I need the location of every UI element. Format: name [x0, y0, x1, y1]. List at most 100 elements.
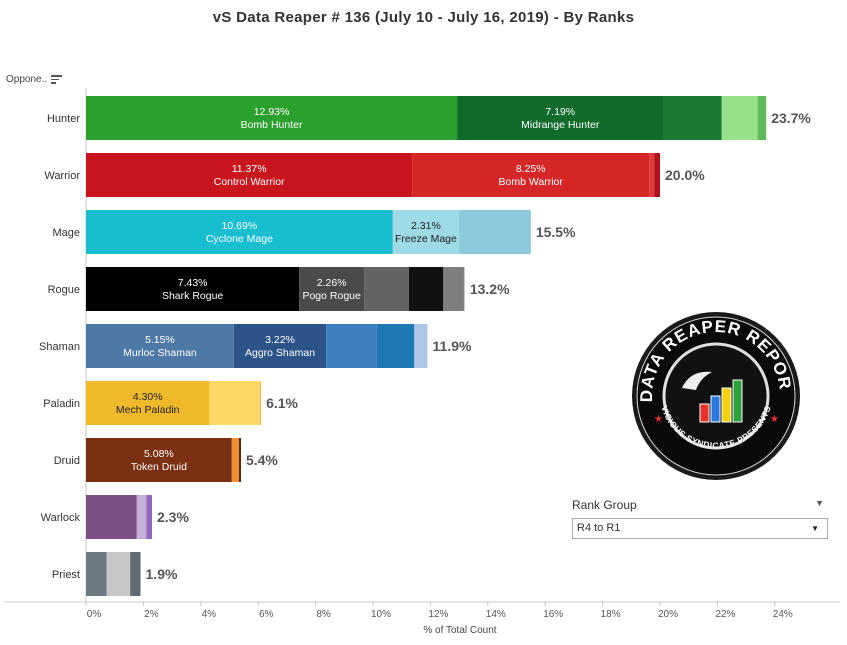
data-reaper-report-logo: DATA REAPER REPORT VICIOUS SYNDICATE PRE… — [630, 310, 800, 480]
segment-archetype-label: Murloc Shaman — [123, 347, 197, 359]
bar-segment-paladin-1[interactable] — [209, 381, 260, 425]
segment-percent-label: 7.19% — [545, 106, 575, 118]
x-tick-label: 6% — [259, 609, 274, 620]
rank-group-label: Rank Group — [572, 498, 637, 512]
bar-segment-mage-freeze-mage[interactable] — [392, 210, 460, 254]
segment-percent-label: 5.15% — [145, 334, 175, 346]
filter-menu-icon[interactable]: ▼ — [815, 498, 824, 508]
bar-segment-paladin-mech-paladin[interactable] — [86, 381, 210, 425]
row-label-paladin: Paladin — [43, 398, 80, 410]
x-tick-label: 4% — [202, 609, 217, 620]
x-axis-label: % of Total Count — [423, 625, 496, 636]
bar-segment-warrior-2[interactable] — [649, 153, 655, 197]
bar-segment-hunter-3[interactable] — [721, 96, 758, 140]
bar-segment-warlock-0[interactable] — [86, 495, 137, 539]
opponent-header-label: Oppone.. — [6, 74, 48, 85]
segment-percent-label: 2.31% — [411, 220, 441, 232]
segment-archetype-label: Bomb Warrior — [499, 176, 564, 188]
segment-percent-label: 12.93% — [254, 106, 290, 118]
x-tick-label: 18% — [601, 609, 621, 620]
segment-percent-label: 8.25% — [516, 163, 546, 175]
bar-segment-hunter-4[interactable] — [757, 96, 767, 140]
row-label-priest: Priest — [52, 569, 80, 581]
segment-percent-label: 3.22% — [265, 334, 295, 346]
bar-segment-priest-0[interactable] — [86, 552, 107, 596]
rank-group-selected: R4 to R1 — [577, 522, 621, 534]
bar-segment-mage-2[interactable] — [459, 210, 531, 254]
bar-segment-shaman-murloc-shaman[interactable] — [86, 324, 234, 368]
bar-segment-warlock-1[interactable] — [136, 495, 147, 539]
star-icon: ★ — [770, 414, 779, 425]
total-label-warlock: 2.3% — [157, 509, 189, 525]
bar-segment-druid-1[interactable] — [231, 438, 239, 482]
segment-archetype-label: Control Warrior — [214, 176, 285, 188]
bar-segment-shaman-4[interactable] — [414, 324, 428, 368]
segment-archetype-label: Bomb Hunter — [241, 119, 303, 131]
x-tick-label: 12% — [428, 609, 448, 620]
segment-percent-label: 11.37% — [232, 163, 267, 175]
chevron-down-icon[interactable]: ▼ — [811, 524, 819, 533]
star-icon: ★ — [654, 414, 663, 425]
scythe-icon — [682, 371, 712, 390]
x-tick-label: 14% — [486, 609, 506, 620]
bar-segment-warrior-bomb-warrior[interactable] — [412, 153, 650, 197]
row-label-shaman: Shaman — [39, 341, 80, 353]
x-tick-label: 20% — [658, 609, 678, 620]
logo-bar — [699, 403, 710, 423]
bar-segment-hunter-2[interactable] — [663, 96, 722, 140]
segment-percent-label: 2.26% — [317, 277, 347, 289]
bar-segment-shaman-2[interactable] — [326, 324, 377, 368]
segment-archetype-label: Token Druid — [131, 461, 187, 473]
segment-archetype-label: Pogo Rogue — [302, 290, 361, 302]
x-tick-label: 22% — [715, 609, 735, 620]
x-tick-label: 8% — [316, 609, 331, 620]
logo-bar — [721, 387, 732, 423]
bar-segment-priest-2[interactable] — [130, 552, 141, 596]
row-label-druid: Druid — [54, 455, 80, 467]
bar-segment-rogue-3[interactable] — [408, 267, 444, 311]
bar-segment-warrior-control-warrior[interactable] — [86, 153, 413, 197]
bar-segment-hunter-midrange-hunter[interactable] — [457, 96, 664, 140]
bar-segment-shaman-aggro-shaman[interactable] — [233, 324, 327, 368]
segment-archetype-label: Shark Rogue — [162, 290, 223, 302]
bar-segment-warrior-3[interactable] — [654, 153, 660, 197]
bar-segment-rogue-pogo-rogue[interactable] — [299, 267, 365, 311]
segment-archetype-label: Aggro Shaman — [245, 347, 315, 359]
segment-percent-label: 5.08% — [144, 448, 174, 460]
bar-segment-druid-2[interactable] — [238, 438, 241, 482]
row-label-warrior: Warrior — [44, 170, 80, 182]
row-label-warlock: Warlock — [41, 512, 81, 524]
logo-bar-chart — [699, 379, 743, 423]
bar-segment-rogue-5[interactable] — [463, 267, 465, 311]
segment-archetype-label: Freeze Mage — [395, 233, 457, 245]
chart-title: vS Data Reaper # 136 (July 10 - July 16,… — [212, 9, 635, 26]
total-label-mage: 15.5% — [536, 224, 576, 240]
opponent-column-header[interactable]: Oppone.. — [6, 74, 63, 85]
segment-percent-label: 7.43% — [178, 277, 208, 289]
x-tick-label: 2% — [144, 609, 159, 620]
bar-segment-paladin-2[interactable] — [259, 381, 262, 425]
row-label-rogue: Rogue — [48, 284, 80, 296]
segment-archetype-label: Cyclone Mage — [206, 233, 273, 245]
rank-group-dropdown[interactable]: R4 to R1 ▼ — [572, 518, 828, 539]
total-label-rogue: 13.2% — [470, 281, 510, 297]
bar-segment-shaman-3[interactable] — [376, 324, 415, 368]
bar-segment-rogue-2[interactable] — [364, 267, 409, 311]
bar-segment-druid-token-druid[interactable] — [86, 438, 232, 482]
total-label-warrior: 20.0% — [665, 167, 705, 183]
total-label-paladin: 6.1% — [266, 395, 298, 411]
bar-segment-warlock-2[interactable] — [146, 495, 153, 539]
total-label-hunter: 23.7% — [771, 110, 811, 126]
bar-segment-rogue-4[interactable] — [443, 267, 464, 311]
bar-segment-priest-1[interactable] — [106, 552, 131, 596]
segment-percent-label: 10.69% — [222, 220, 258, 232]
total-label-druid: 5.4% — [246, 452, 278, 468]
sort-icon[interactable] — [51, 75, 63, 84]
logo-bar — [732, 379, 743, 423]
segment-percent-label: 4.30% — [133, 391, 163, 403]
x-tick-label: 24% — [773, 609, 793, 620]
bar-segment-rogue-shark-rogue[interactable] — [86, 267, 300, 311]
bar-segment-hunter-bomb-hunter[interactable] — [86, 96, 458, 140]
bar-segment-mage-cyclone-mage[interactable] — [86, 210, 393, 254]
total-label-priest: 1.9% — [146, 566, 178, 582]
